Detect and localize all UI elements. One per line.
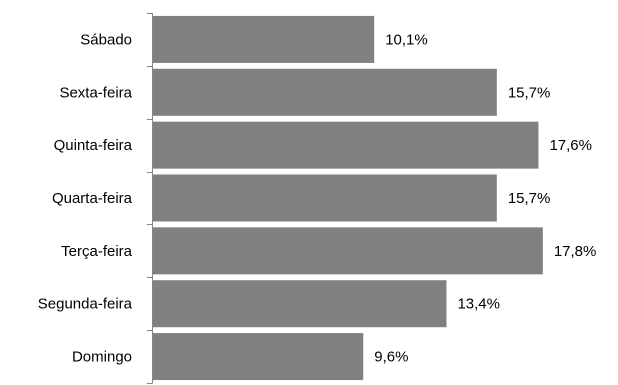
category-label: Terça-feira [61, 243, 133, 260]
bar [153, 227, 543, 275]
data-label: 9,6% [374, 349, 408, 366]
data-label: 15,7% [508, 84, 551, 101]
chart-axis-layer [147, 13, 153, 384]
category-label: Sexta-feira [59, 84, 132, 101]
bar [153, 121, 539, 169]
category-label: Sábado [80, 31, 132, 48]
data-label: 13,4% [457, 296, 500, 313]
data-label: 15,7% [508, 190, 551, 207]
category-label: Domingo [72, 349, 132, 366]
data-label: 17,6% [549, 137, 592, 154]
bar [153, 280, 447, 328]
category-label: Quarta-feira [52, 190, 133, 207]
data-label: 17,8% [554, 243, 597, 260]
chart-bars-layer [153, 15, 543, 381]
category-label: Segunda-feira [38, 296, 133, 313]
bar [153, 174, 497, 222]
bar [153, 68, 497, 116]
bar [153, 15, 375, 63]
bar [153, 333, 364, 381]
data-label: 10,1% [385, 31, 428, 48]
category-label: Quinta-feira [54, 137, 133, 154]
chart-labels-layer: Sábado 10,1% Sexta-feira 15,7% Quinta-feira 1… [38, 31, 597, 365]
